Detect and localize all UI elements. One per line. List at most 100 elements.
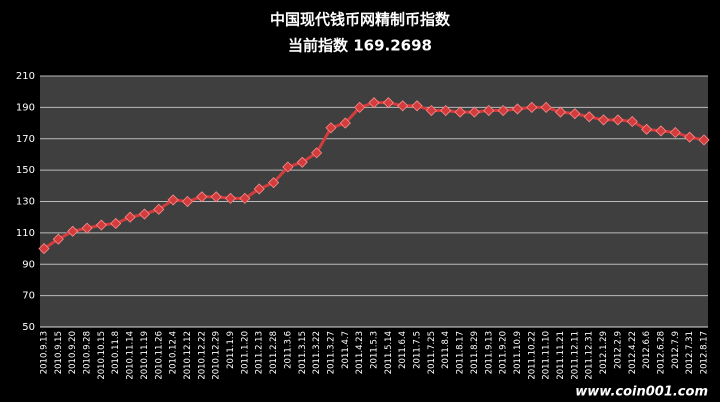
marker <box>397 100 409 112</box>
x-tick-label: 2011.3.27 <box>326 331 336 374</box>
y-tick-label: 210 <box>16 71 35 82</box>
marker <box>597 114 610 126</box>
x-tick-label: 2011.2.28 <box>269 331 279 374</box>
marker <box>411 100 423 112</box>
x-tick-label: 2011.12.11 <box>570 331 580 380</box>
marker <box>583 111 595 123</box>
x-tick-label: 2011.1.9 <box>226 331 236 369</box>
y-tick-label: 190 <box>16 102 35 113</box>
marker <box>569 108 581 120</box>
marker <box>698 134 710 146</box>
x-tick-label: 2010.9.13 <box>40 331 50 374</box>
marker <box>339 117 351 129</box>
x-tick-label: 2011.9.20 <box>499 331 509 374</box>
marker <box>468 106 481 118</box>
x-tick-label: 2011.8.29 <box>470 331 480 374</box>
chart-subtitle: 当前指数 169.2698 <box>288 37 432 55</box>
marker <box>311 147 323 159</box>
x-tick-label: 2010.12.12 <box>183 331 193 380</box>
marker <box>454 106 466 118</box>
marker <box>110 217 122 230</box>
x-tick-label: 2010.11.8 <box>111 331 121 374</box>
x-tick-label: 2010.9.15 <box>54 331 64 374</box>
y-tick-label: 70 <box>22 291 35 302</box>
x-tick-label: 2011.4.23 <box>355 331 365 374</box>
marker <box>325 122 337 134</box>
x-tick-label: 2010.9.28 <box>83 331 93 374</box>
marker <box>296 156 308 168</box>
marker <box>282 161 294 173</box>
x-tick-label: 2010.11.19 <box>140 331 150 380</box>
x-tick-label: 2011.3.22 <box>312 331 322 374</box>
x-tick-label: 2011.1.20 <box>240 331 250 374</box>
x-tick-label: 2010.12.4 <box>169 331 179 374</box>
x-tick-label: 2012.6.28 <box>656 331 666 374</box>
marker <box>511 103 524 115</box>
x-tick-label: 2010.9.20 <box>68 331 78 374</box>
x-tick-label: 2012.7.31 <box>685 331 695 374</box>
x-tick-label: 2011.9.13 <box>484 331 494 374</box>
y-tick-label: 150 <box>16 165 35 176</box>
x-tick-label: 2010.11.26 <box>154 331 164 380</box>
marker <box>669 126 681 139</box>
marker <box>368 97 380 109</box>
marker <box>641 123 653 135</box>
marker <box>483 104 495 117</box>
marker <box>167 194 179 206</box>
x-tick-label: 2011.5.14 <box>384 331 394 374</box>
x-tick-label: 2012.8.17 <box>700 331 710 374</box>
x-tick-label: 2010.12.29 <box>212 331 222 380</box>
x-tick-label: 2012.7.9 <box>671 331 681 369</box>
x-tick-label: 2011.11.10 <box>542 331 552 380</box>
y-tick-label: 130 <box>16 197 35 208</box>
x-tick-label: 2011.8.17 <box>456 331 466 374</box>
y-tick-label: 50 <box>22 322 35 333</box>
watermark: www.coin001.com <box>575 385 708 400</box>
x-tick-label: 2010.10.15 <box>97 331 107 380</box>
x-tick-label: 2011.8.4 <box>441 331 451 369</box>
marker <box>497 104 509 117</box>
marker <box>153 203 165 215</box>
marker <box>612 114 624 126</box>
x-tick-label: 2011.2.13 <box>255 331 265 374</box>
marker <box>38 242 50 255</box>
marker <box>382 97 394 109</box>
marker <box>440 104 452 117</box>
marker <box>124 211 136 223</box>
x-tick-label: 2012.4.22 <box>628 331 638 374</box>
marker <box>425 104 437 117</box>
marker <box>138 208 151 220</box>
marker <box>267 177 280 189</box>
x-tick-label: 2011.12.31 <box>585 331 595 380</box>
x-tick-label: 2010.11.14 <box>126 331 136 380</box>
marker <box>540 101 552 113</box>
marker <box>684 131 696 143</box>
y-tick-label: 110 <box>16 228 35 239</box>
x-tick-label: 2010.12.22 <box>197 331 207 380</box>
x-tick-label: 2011.3.6 <box>283 331 293 369</box>
x-tick-label: 2011.7.5 <box>413 331 423 369</box>
x-tick-label: 2011.11.21 <box>556 331 566 380</box>
marker <box>354 101 366 113</box>
marker <box>196 191 208 203</box>
marker <box>239 192 251 204</box>
marker <box>52 233 64 245</box>
marker <box>626 115 638 128</box>
y-tick-label: 90 <box>22 259 35 270</box>
marker <box>81 222 93 234</box>
marker <box>95 219 107 231</box>
x-tick-label: 2011.10.22 <box>527 331 537 380</box>
y-tick-label: 170 <box>16 134 35 145</box>
x-tick-label: 2012.6.6 <box>642 331 652 369</box>
marker <box>181 195 194 208</box>
x-tick-label: 2012.1.29 <box>599 331 609 374</box>
marker <box>253 183 265 195</box>
x-tick-label: 2011.6.4 <box>398 331 408 369</box>
x-tick-label: 2011.5.3 <box>370 331 380 369</box>
marker <box>655 125 667 137</box>
chart-title: 中国现代钱币网精制币指数 <box>270 11 451 29</box>
marker <box>554 106 567 118</box>
marker <box>224 192 237 204</box>
x-tick-label: 2011.4.7 <box>341 331 351 369</box>
